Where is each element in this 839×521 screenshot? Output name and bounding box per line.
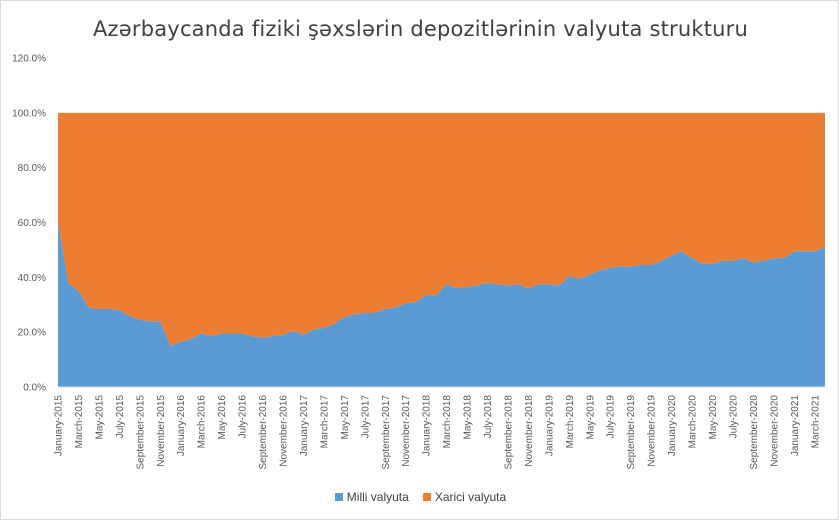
x-tick-label: January-2019 bbox=[544, 395, 555, 457]
x-tick-label: November-2020 bbox=[769, 395, 780, 467]
x-tick-label: July-2015 bbox=[115, 395, 126, 439]
x-tick-label: January-2016 bbox=[176, 395, 187, 457]
x-tick-label: November-2015 bbox=[156, 395, 167, 467]
x-tick-label: September-2018 bbox=[503, 395, 514, 470]
x-tick-label: January-2017 bbox=[299, 395, 310, 457]
x-tick-label: July-2017 bbox=[360, 395, 371, 439]
x-tick-label: September-2020 bbox=[749, 395, 760, 470]
x-tick-label: November-2016 bbox=[278, 395, 289, 467]
x-tick-label: November-2019 bbox=[647, 395, 658, 467]
x-tick-label: July-2020 bbox=[728, 395, 739, 439]
area-series-xarici-valyuta bbox=[58, 112, 825, 346]
legend-label-xarici: Xarici valyuta bbox=[434, 490, 507, 504]
x-tick-label: March-2015 bbox=[74, 395, 85, 449]
x-tick-label: July-2018 bbox=[483, 395, 494, 439]
y-tick-label: 0.0% bbox=[23, 383, 46, 394]
chart-legend: Milli valyuta Xarici valyuta bbox=[1, 490, 839, 504]
x-tick-label: January-2015 bbox=[54, 395, 65, 457]
x-tick-label: September-2017 bbox=[381, 395, 392, 470]
y-tick-label: 60.0% bbox=[18, 218, 46, 229]
x-tick-label: January-2020 bbox=[667, 395, 678, 457]
x-tick-label: May-2015 bbox=[94, 395, 105, 440]
x-tick-label: May-2018 bbox=[463, 395, 474, 440]
legend-item-milli: Milli valyuta bbox=[334, 490, 409, 504]
legend-item-xarici: Xarici valyuta bbox=[422, 490, 507, 504]
x-tick-label: September-2016 bbox=[258, 395, 269, 470]
legend-swatch-xarici bbox=[422, 493, 431, 501]
x-tick-label: March-2020 bbox=[688, 395, 699, 449]
x-tick-label: January-2018 bbox=[422, 395, 433, 457]
x-tick-label: March-2017 bbox=[319, 395, 330, 449]
x-tick-label: March-2019 bbox=[565, 395, 576, 449]
x-tick-label: July-2019 bbox=[606, 395, 617, 439]
x-tick-label: March-2021 bbox=[810, 395, 821, 449]
y-tick-label: 100.0% bbox=[12, 108, 46, 119]
x-tick-label: March-2018 bbox=[442, 395, 453, 449]
y-tick-label: 20.0% bbox=[18, 328, 46, 339]
x-tick-label: May-2020 bbox=[708, 395, 719, 440]
x-tick-label: November-2017 bbox=[401, 395, 412, 467]
x-tick-label: July-2016 bbox=[238, 395, 249, 439]
y-tick-label: 120.0% bbox=[12, 54, 46, 65]
legend-swatch-milli bbox=[334, 493, 343, 501]
x-tick-label: January-2021 bbox=[790, 395, 801, 457]
x-tick-label: November-2018 bbox=[524, 395, 535, 467]
legend-label-milli: Milli valyuta bbox=[346, 490, 409, 504]
x-tick-label: May-2019 bbox=[585, 395, 596, 440]
x-tick-label: May-2016 bbox=[217, 395, 228, 440]
area-series-milli-valyuta bbox=[58, 222, 825, 387]
y-tick-label: 80.0% bbox=[18, 163, 46, 174]
x-tick-label: September-2015 bbox=[135, 395, 146, 470]
x-tick-label: September-2019 bbox=[626, 395, 637, 470]
x-tick-label: May-2017 bbox=[340, 395, 351, 440]
y-tick-label: 40.0% bbox=[18, 273, 46, 284]
chart-title: Azərbaycanda fiziki şəxslərin depozitlər… bbox=[92, 17, 749, 41]
x-tick-label: March-2016 bbox=[197, 395, 208, 449]
